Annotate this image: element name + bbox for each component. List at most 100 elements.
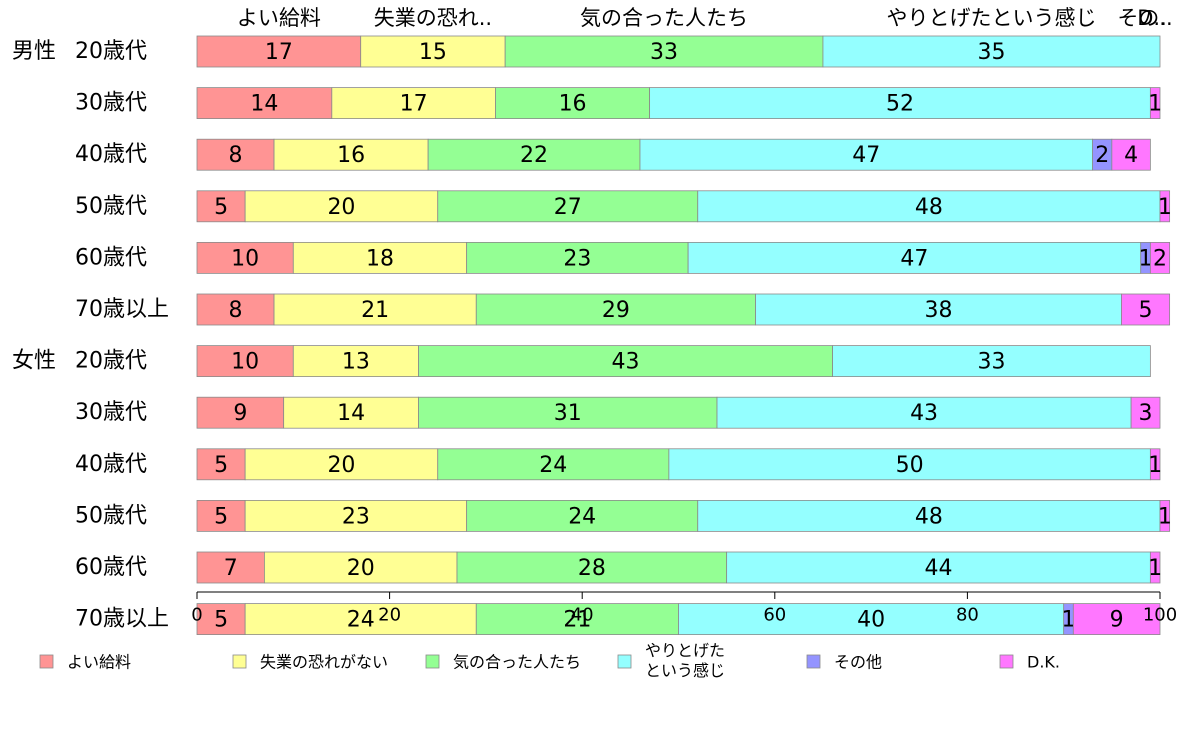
- value-label: 47: [852, 143, 880, 168]
- bar-segment: [1130, 396, 1161, 429]
- bar-segment: [456, 551, 728, 584]
- value-label: 28: [578, 556, 606, 581]
- value-label: 44: [925, 556, 953, 581]
- bar-segment: [283, 396, 419, 429]
- group-label: 男性: [12, 39, 56, 64]
- value-label: 1: [1148, 556, 1162, 581]
- legend-label: やりとげたという感じ: [645, 641, 725, 680]
- group-label: 女性: [12, 349, 56, 374]
- bar-segment: [1159, 499, 1171, 532]
- value-label: 17: [265, 40, 293, 65]
- bar-segment: [196, 190, 246, 223]
- value-label: 8: [229, 298, 243, 323]
- top-label: やりとげたという感じ: [886, 6, 1096, 30]
- bar-segment: [418, 345, 833, 378]
- value-label: 31: [554, 401, 582, 426]
- bar-segment: [196, 241, 294, 274]
- row-label: 50歳代: [75, 503, 147, 528]
- value-label: 50: [896, 453, 924, 478]
- bar-segment: [697, 499, 1161, 532]
- legend-swatch: [232, 654, 247, 669]
- value-label: 18: [366, 246, 394, 271]
- legend-swatch: [806, 654, 821, 669]
- row-label: 70歳以上: [75, 297, 169, 322]
- top-label: その..: [1117, 6, 1172, 30]
- bar-segment: [437, 448, 670, 481]
- value-label: 4: [1124, 143, 1138, 168]
- bar-segment: [196, 293, 275, 326]
- bar-segment: [697, 190, 1161, 223]
- value-label: 20: [327, 453, 355, 478]
- bar-segment: [196, 603, 246, 635]
- x-tick-label: 20: [378, 605, 401, 626]
- value-label: 21: [563, 608, 591, 633]
- value-label: 48: [915, 504, 943, 529]
- value-label: 1: [1148, 453, 1162, 478]
- legend-swatch: [425, 654, 440, 669]
- bar-segment: [418, 396, 718, 429]
- value-label: 29: [602, 298, 630, 323]
- x-tick-label: 100: [1143, 605, 1177, 626]
- bar-segment: [495, 87, 651, 119]
- row-label: 60歳代: [75, 245, 147, 270]
- bar-segment: [1111, 138, 1151, 171]
- value-label: 2: [1095, 143, 1109, 168]
- value-label: 9: [1110, 608, 1124, 633]
- bar-segment: [1149, 87, 1161, 119]
- value-label: 21: [361, 298, 389, 323]
- bar-segment: [292, 241, 468, 274]
- bar-segment: [331, 87, 496, 119]
- bar-segment: [687, 241, 1142, 274]
- bar-segment: [196, 138, 275, 171]
- row-label: 30歳代: [75, 400, 147, 425]
- value-label: 43: [612, 350, 640, 375]
- bar-segment: [466, 241, 689, 274]
- value-label: 1: [1158, 504, 1172, 529]
- row-label: 40歳代: [75, 452, 147, 477]
- value-label: 38: [925, 298, 953, 323]
- legend-swatch: [39, 654, 54, 669]
- x-tick-label: 40: [571, 605, 594, 626]
- value-label: 23: [563, 246, 591, 271]
- legend-swatch: [999, 654, 1014, 669]
- bar-segment: [196, 87, 333, 119]
- row-label: 50歳代: [75, 194, 147, 219]
- value-label: 10: [231, 350, 259, 375]
- value-label: 16: [337, 143, 365, 168]
- value-label: 1: [1158, 195, 1172, 220]
- value-label: 20: [347, 556, 375, 581]
- value-label: 1: [1062, 608, 1076, 633]
- bar-segment: [475, 293, 756, 326]
- row-label: 40歳代: [75, 142, 147, 167]
- top-label: よい給料: [237, 6, 321, 30]
- bar-segment: [678, 603, 1065, 635]
- value-label: 33: [977, 350, 1005, 375]
- bar-segment: [716, 396, 1132, 429]
- x-tick-label: 80: [956, 605, 979, 626]
- row-label: 60歳代: [75, 555, 147, 580]
- bar-segment: [1149, 448, 1161, 481]
- bar-segment: [244, 448, 439, 481]
- bar-segment: [1149, 241, 1171, 274]
- bar-segment: [196, 345, 294, 378]
- value-label: 17: [400, 92, 428, 117]
- row-label: 70歳以上: [75, 607, 169, 632]
- bar-segment: [427, 138, 641, 171]
- value-label: 1: [1139, 246, 1153, 271]
- bar-segment: [649, 87, 1151, 119]
- bar-segment: [475, 603, 679, 635]
- value-label: 7: [224, 556, 238, 581]
- bar-segment: [437, 190, 699, 223]
- legend-label: よい給料: [67, 653, 131, 672]
- x-tick-label: 0: [191, 605, 202, 626]
- legend-label: 失業の恐れがない: [260, 653, 388, 672]
- legend-swatch: [617, 654, 632, 669]
- row-label: 20歳代: [75, 349, 147, 374]
- value-label: 13: [342, 350, 370, 375]
- top-label: 気の合った人たち: [580, 6, 748, 30]
- value-label: 24: [539, 453, 567, 478]
- bar-segment: [244, 499, 468, 532]
- value-label: 33: [650, 40, 678, 65]
- value-label: 9: [233, 401, 247, 426]
- top-label: D..: [1137, 6, 1167, 30]
